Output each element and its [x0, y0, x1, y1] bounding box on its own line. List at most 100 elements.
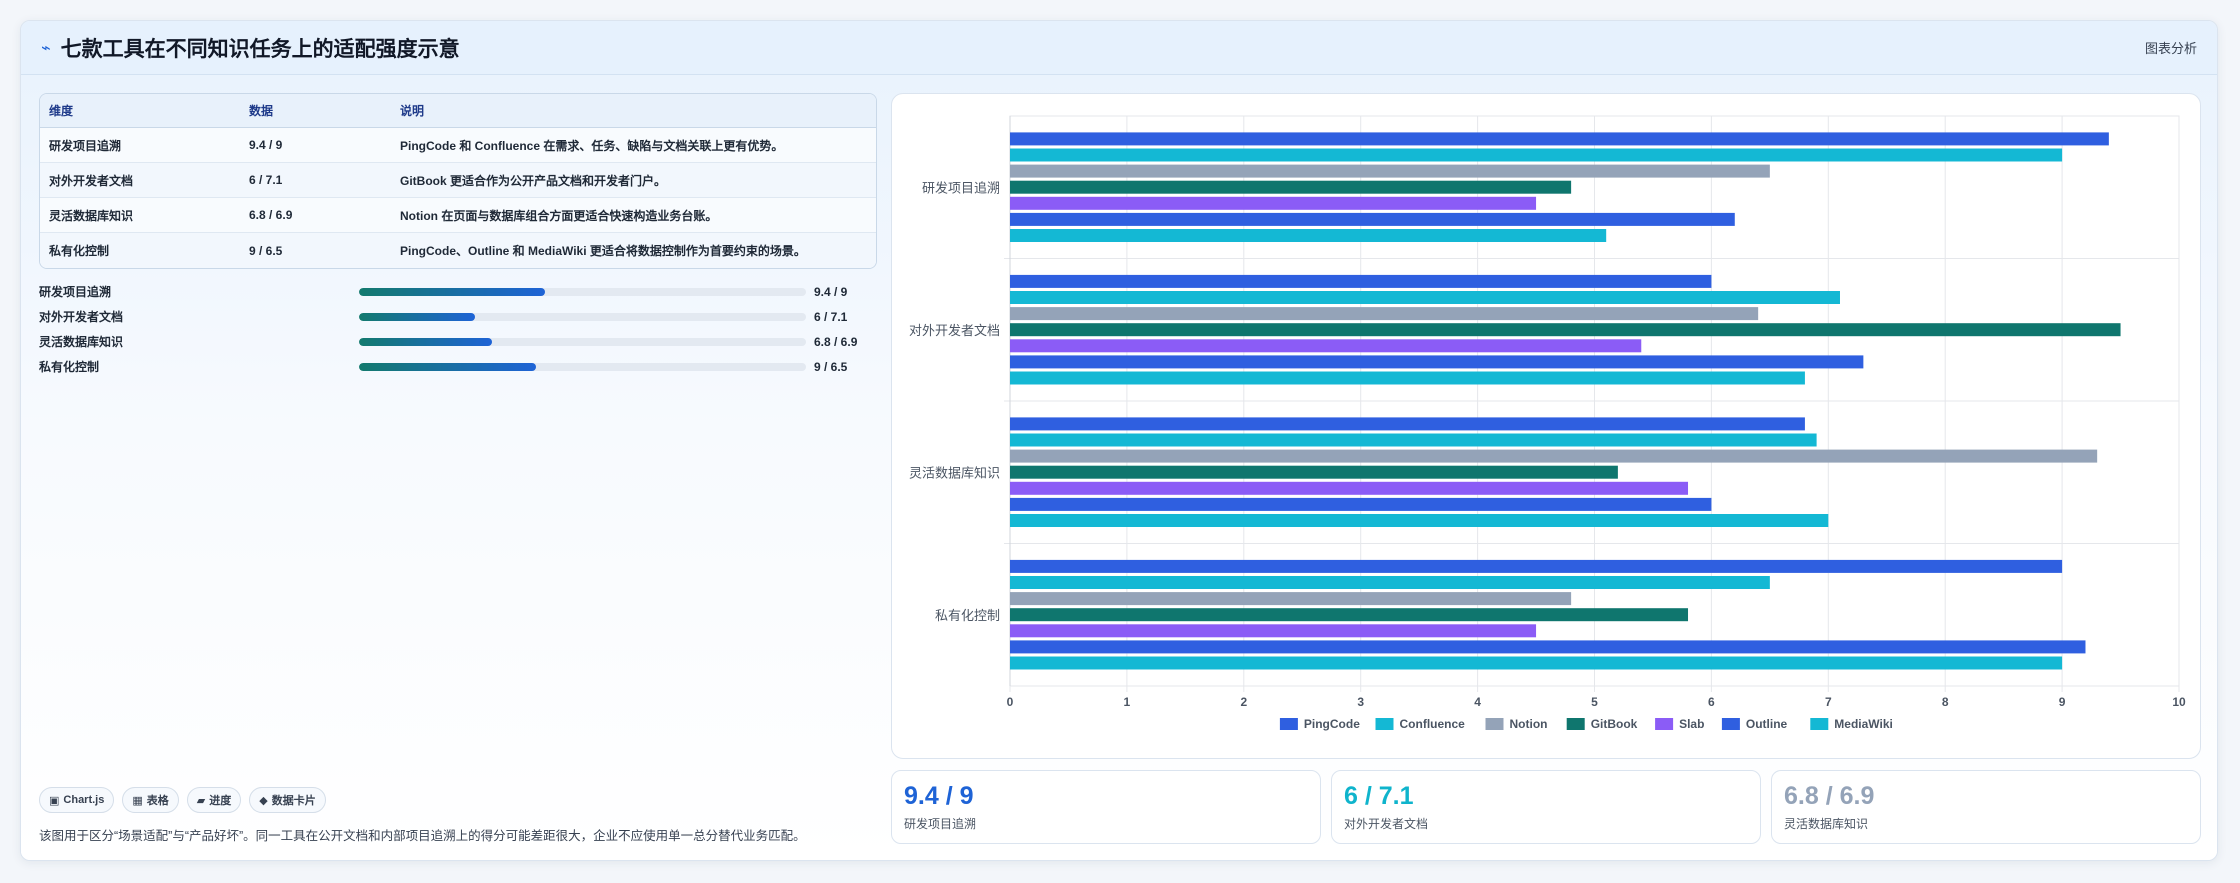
- chip-label: Chart.js: [63, 794, 105, 806]
- bar: [1010, 229, 1607, 242]
- kpi-value: 9.4 / 9: [904, 782, 974, 810]
- table-cell-data: 9 / 6.5: [240, 233, 391, 268]
- bar: [1010, 449, 2098, 463]
- progress-label: 私有化控制: [39, 360, 100, 374]
- table-header-data: 数据: [240, 94, 391, 128]
- left-panel: 维度 数据 说明 研发项目追溯 9.4 / 9 PingCode 和 Confl…: [39, 93, 877, 379]
- x-tick-label: 0: [1007, 695, 1014, 709]
- progress-fill: [359, 337, 492, 346]
- feature-chips: ▣ Chart.js ▦ 表格 ▰ 进度 ◆ 数据卡片: [39, 787, 326, 813]
- bar: [1010, 497, 1712, 511]
- table-cell-data: 6.8 / 6.9: [240, 198, 391, 233]
- table-cell-dimension: 灵活数据库知识: [40, 198, 240, 233]
- x-tick-label: 3: [1357, 695, 1364, 709]
- x-tick-label: 6: [1708, 695, 1715, 709]
- main-card: ⌁ 七款工具在不同知识任务上的适配强度示意 图表分析 维度 数据 说明 研发项目…: [20, 20, 2218, 861]
- kpi-label: 对外开发者文档: [1344, 817, 1429, 831]
- table-cell-description: PingCode 和 Confluence 在需求、任务、缺陷与文档关联上更有优…: [391, 128, 876, 163]
- table-row: 灵活数据库知识 6.8 / 6.9 Notion 在页面与数据库组合方面更适合快…: [40, 198, 876, 233]
- progress-list: 研发项目追溯 9.4 / 9 对外开发者文档 6 / 7.1 灵活数据库知识 6…: [39, 279, 877, 379]
- progress-value: 9.4 / 9: [814, 284, 848, 299]
- bar: [1010, 624, 1537, 638]
- bar: [1010, 291, 1840, 304]
- x-tick-label: 2: [1240, 695, 1247, 709]
- legend-label: PingCode: [1304, 717, 1360, 731]
- progress-fill: [359, 362, 536, 371]
- kpi-card: 9.4 / 9 研发项目追溯: [891, 770, 1321, 844]
- chip-label: 表格: [146, 795, 169, 807]
- kpi-card: 6.8 / 6.9 灵活数据库知识: [1771, 770, 2201, 844]
- bar: [1010, 164, 1770, 178]
- legend-swatch: [1566, 718, 1585, 730]
- bar: [1010, 274, 1712, 288]
- chart-panel: 0 1 2 3 4 5 6 7 8 9 10 研发项目追溯 对外开发者文档 灵活数据库知识 私有化控制 Pin…: [891, 93, 2201, 759]
- table-cell-dimension: 对外开发者文档: [40, 163, 240, 198]
- progress-value: 6 / 7.1: [814, 309, 848, 324]
- y-tick-label: 研发项目追溯: [922, 180, 1000, 195]
- bar: [1010, 465, 1618, 479]
- bar: [1010, 576, 1770, 589]
- table-row: 研发项目追溯 9.4 / 9 PingCode 和 Confluence 在需求…: [40, 128, 876, 163]
- bar: [1010, 371, 1805, 385]
- progress-icon: ▰: [196, 794, 206, 807]
- kpi-cards: 9.4 / 9 研发项目追溯 6 / 7.1 对外开发者文档 6.8 / 6.9…: [891, 770, 2201, 844]
- table-cell-description: PingCode、Outline 和 MediaWiki 更适合将数据控制作为首…: [391, 233, 876, 268]
- bar: [1010, 417, 1805, 431]
- table-row: 对外开发者文档 6 / 7.1 GitBook 更适合作为公开产品文档和开发者门…: [40, 163, 876, 198]
- chip-chartjs[interactable]: ▣ Chart.js: [39, 787, 115, 813]
- chip-label: 进度: [209, 795, 232, 807]
- bar: [1010, 592, 1572, 606]
- page-title: 七款工具在不同知识任务上的适配强度示意: [60, 37, 460, 61]
- progress-row: 对外开发者文档 6 / 7.1: [39, 304, 877, 329]
- chip-label: 数据卡片: [271, 795, 316, 807]
- progress-value: 9 / 6.5: [814, 359, 848, 374]
- x-tick-label: 4: [1474, 695, 1481, 709]
- legend-label: Notion: [1510, 717, 1548, 731]
- bar: [1010, 323, 2121, 337]
- footnote: 该图用于区分“场景适配”与“产品好坏”。同一工具在公开文档和内部项目追溯上的得分…: [39, 829, 806, 843]
- bar: [1010, 433, 1817, 447]
- bar: [1010, 196, 1537, 210]
- data-table: 维度 数据 说明 研发项目追溯 9.4 / 9 PingCode 和 Confl…: [39, 93, 877, 269]
- progress-value: 6.8 / 6.9: [814, 334, 858, 349]
- legend-swatch: [1655, 718, 1674, 730]
- x-tick-label: 8: [1942, 695, 1949, 709]
- legend-label: MediaWiki: [1834, 717, 1893, 731]
- y-tick-label: 对外开发者文档: [909, 323, 1000, 338]
- kpi-value: 6.8 / 6.9: [1784, 782, 1875, 810]
- table-icon: ▦: [132, 794, 143, 807]
- card-header: ⌁ 七款工具在不同知识任务上的适配强度示意 图表分析: [21, 21, 2217, 75]
- progress-track: [359, 362, 806, 371]
- bar: [1010, 339, 1642, 353]
- legend-swatch: [1279, 718, 1298, 730]
- bar: [1010, 148, 2063, 162]
- legend-swatch: [1375, 718, 1394, 730]
- chip-table[interactable]: ▦ 表格: [122, 787, 179, 813]
- x-tick-label: 7: [1825, 695, 1832, 709]
- chart-analysis-link[interactable]: 图表分析: [2144, 41, 2197, 56]
- x-tick-label: 10: [2172, 695, 2186, 709]
- progress-row: 私有化控制 9 / 6.5: [39, 354, 877, 379]
- progress-row: 灵活数据库知识 6.8 / 6.9: [39, 329, 877, 354]
- x-tick-label: 5: [1591, 695, 1598, 709]
- legend-swatch: [1485, 718, 1504, 730]
- table-cell-dimension: 私有化控制: [40, 233, 240, 268]
- table-cell-description: Notion 在页面与数据库组合方面更适合快速构造业务台账。: [391, 198, 876, 233]
- progress-track: [359, 312, 806, 321]
- chip-data-card[interactable]: ◆ 数据卡片: [249, 787, 326, 813]
- bar: [1010, 212, 1735, 226]
- legend-label: Slab: [1679, 717, 1704, 731]
- progress-label: 对外开发者文档: [39, 310, 124, 324]
- legend-swatch: [1810, 718, 1829, 730]
- table-header-dimension: 维度: [40, 94, 240, 128]
- bar: [1010, 307, 1759, 321]
- table-cell-data: 9.4 / 9: [240, 128, 391, 163]
- kpi-card: 6 / 7.1 对外开发者文档: [1331, 770, 1761, 844]
- legend-label: Outline: [1746, 717, 1788, 731]
- progress-track: [359, 337, 806, 346]
- y-tick-label: 私有化控制: [935, 608, 1000, 623]
- diamond-icon: ◆: [259, 794, 268, 807]
- legend-label: GitBook: [1591, 717, 1638, 731]
- chip-progress[interactable]: ▰ 进度: [186, 787, 242, 813]
- table-header-description: 说明: [391, 94, 876, 128]
